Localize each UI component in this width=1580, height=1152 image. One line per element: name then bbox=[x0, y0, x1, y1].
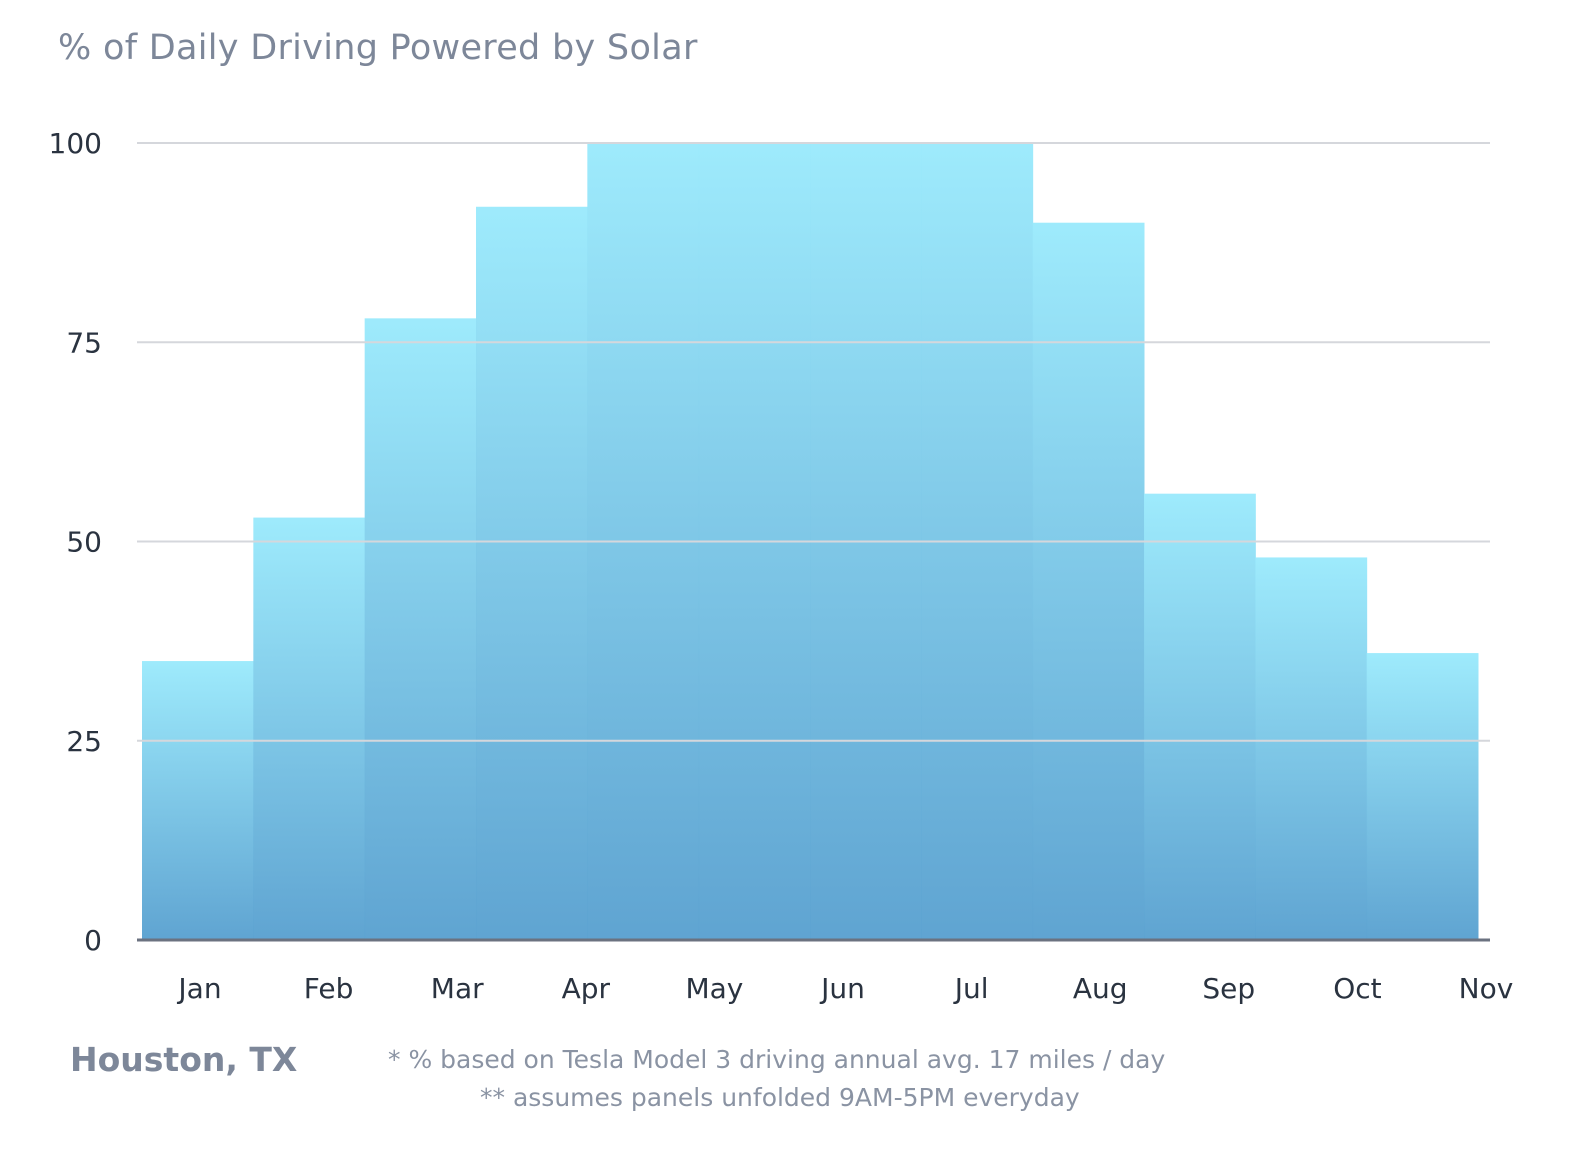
x-tick-label: Oct bbox=[1333, 972, 1381, 1005]
footnote-1: * % based on Tesla Model 3 driving annua… bbox=[388, 1045, 1166, 1074]
y-tick-label: 100 bbox=[49, 127, 102, 160]
y-tick-label: 0 bbox=[84, 924, 102, 957]
x-tick-label: Nov bbox=[1459, 972, 1514, 1005]
footnote-2: ** assumes panels unfolded 9AM-5PM every… bbox=[480, 1083, 1080, 1112]
bar bbox=[142, 661, 254, 940]
y-tick-label: 25 bbox=[66, 725, 102, 758]
bar bbox=[1144, 493, 1256, 940]
bar bbox=[1366, 653, 1479, 940]
bar bbox=[253, 517, 366, 940]
bar bbox=[364, 318, 477, 941]
x-tick-label: Feb bbox=[304, 972, 354, 1005]
x-tick-label: Aug bbox=[1073, 972, 1128, 1005]
bar bbox=[1032, 222, 1145, 940]
x-tick-label: Jul bbox=[953, 972, 989, 1005]
x-tick-label: Sep bbox=[1202, 972, 1255, 1005]
bar bbox=[476, 206, 588, 940]
bar bbox=[1255, 557, 1368, 940]
location-label: Houston, TX bbox=[70, 1040, 298, 1079]
x-tick-label: Jan bbox=[176, 972, 221, 1005]
y-tick-label: 50 bbox=[66, 526, 102, 559]
y-tick-label: 75 bbox=[66, 326, 102, 359]
x-tick-label: Jun bbox=[819, 972, 865, 1005]
x-tick-label: May bbox=[685, 972, 743, 1005]
chart-title: % of Daily Driving Powered by Solar bbox=[58, 28, 698, 68]
x-tick-label: Apr bbox=[562, 972, 611, 1005]
x-tick-label: Mar bbox=[431, 972, 484, 1005]
